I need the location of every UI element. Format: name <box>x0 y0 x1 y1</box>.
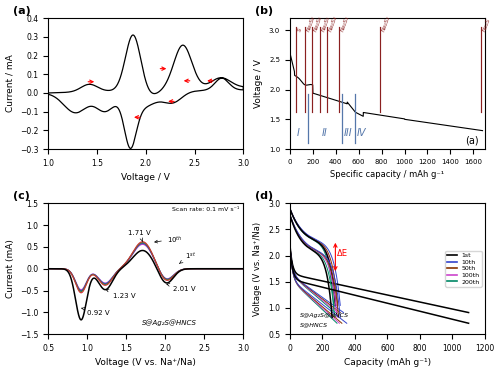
Text: II: II <box>322 128 327 138</box>
Text: S@HNCS: S@HNCS <box>300 322 328 327</box>
Text: 1$^{st}$: 1$^{st}$ <box>180 250 196 263</box>
Text: Na₂S₅: Na₂S₅ <box>320 15 331 32</box>
Y-axis label: Current (mA): Current (mA) <box>6 239 15 298</box>
Text: IV: IV <box>357 128 366 138</box>
Text: Na₂S: Na₂S <box>482 18 492 32</box>
Text: Na₂S₈: Na₂S₈ <box>306 15 316 32</box>
Text: Na₂S₂: Na₂S₂ <box>382 15 392 32</box>
Text: S: S <box>297 27 303 32</box>
X-axis label: Voltage / V: Voltage / V <box>122 173 170 182</box>
Text: (d): (d) <box>255 191 273 201</box>
Text: Na₂S₆: Na₂S₆ <box>313 15 324 32</box>
Y-axis label: Current / mA: Current / mA <box>6 55 15 113</box>
Legend: 1st, 10th, 50th, 100th, 200th: 1st, 10th, 50th, 100th, 200th <box>446 251 482 286</box>
Text: 1.23 V: 1.23 V <box>106 289 136 300</box>
Text: S@Ag₂S@HNCS: S@Ag₂S@HNCS <box>142 320 197 326</box>
Text: (b): (b) <box>255 6 273 16</box>
Text: S@Ag₂S@HNCS: S@Ag₂S@HNCS <box>300 313 349 319</box>
Y-axis label: Voltage (V vs. Na⁺/Na): Voltage (V vs. Na⁺/Na) <box>254 222 262 316</box>
X-axis label: Capacity (mAh g⁻¹): Capacity (mAh g⁻¹) <box>344 358 431 367</box>
Text: Na₂S₃: Na₂S₃ <box>340 15 350 32</box>
Text: (a): (a) <box>13 6 31 16</box>
Y-axis label: Voltage / V: Voltage / V <box>254 59 264 108</box>
Text: ΔE: ΔE <box>337 249 348 258</box>
Text: I: I <box>297 128 300 138</box>
Text: Na₂S₄: Na₂S₄ <box>328 15 338 32</box>
X-axis label: Voltage (V vs. Na⁺/Na): Voltage (V vs. Na⁺/Na) <box>96 358 196 367</box>
Text: 1.71 V: 1.71 V <box>128 230 150 241</box>
Text: (c): (c) <box>13 191 30 201</box>
Text: Scan rate: 0.1 mV s⁻¹: Scan rate: 0.1 mV s⁻¹ <box>172 207 240 212</box>
Text: (a): (a) <box>466 135 479 145</box>
Text: 0.92 V: 0.92 V <box>82 307 110 316</box>
X-axis label: Specific capacity / mAh g⁻¹: Specific capacity / mAh g⁻¹ <box>330 170 444 179</box>
Text: 2.01 V: 2.01 V <box>167 283 196 292</box>
Text: 10$^{th}$: 10$^{th}$ <box>155 233 182 245</box>
Text: III: III <box>344 128 352 138</box>
